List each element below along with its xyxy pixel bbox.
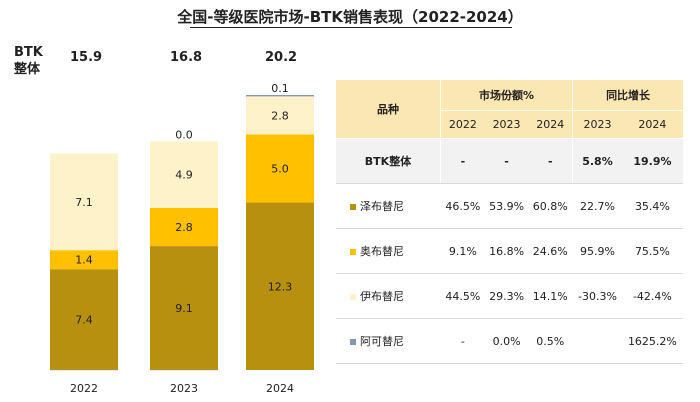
header-yoy-growth: 同比增长	[572, 79, 683, 111]
table-cell: -30.3%	[572, 273, 622, 319]
total-2023: 16.8	[170, 50, 203, 65]
table-cell	[572, 318, 622, 364]
x-tick-label: 2023	[170, 382, 198, 395]
header-year: 2024	[621, 110, 683, 139]
row-name: 阿可替尼	[360, 335, 404, 348]
table-cell: -	[439, 138, 485, 184]
bar-segment	[246, 96, 314, 135]
bar-data-label: 1.4	[75, 254, 93, 267]
bar-data-label: 4.9	[175, 169, 193, 182]
legend-swatch	[350, 294, 356, 300]
header-year: 2024	[528, 110, 573, 139]
btk-total-label-text: BTK 整体	[14, 45, 43, 77]
table-cell: 44.5%	[439, 273, 485, 319]
legend-swatch	[350, 249, 356, 255]
row-name-cell: 阿可替尼	[336, 318, 441, 364]
stacked-bar-chart: 7.4 1.4 7.1 2022 9.1 2.8 4.9 0.0 2023 12.3 5.0 2.8 0…	[50, 82, 314, 395]
bar-data-label: 5.0	[271, 163, 289, 176]
bar-segment	[150, 246, 218, 370]
table-cell: 46.5%	[439, 183, 485, 229]
bar-segment	[150, 207, 218, 247]
bar-data-label: 0.0	[175, 128, 193, 141]
total-2022: 15.9	[70, 50, 103, 65]
bar-segment	[50, 153, 118, 251]
chart-title: 全国-等级医院市场-BTK销售表现（2022-2024）	[177, 8, 523, 26]
title-underline	[190, 27, 512, 28]
table-cell: 75.5%	[621, 228, 683, 274]
table-cell: 22.7%	[572, 183, 622, 229]
legend-swatch	[350, 204, 356, 210]
bar-segment	[246, 134, 314, 203]
table-cell: 9.1%	[439, 228, 485, 274]
table-cell: 14.1%	[528, 273, 573, 319]
x-tick-label: 2024	[266, 382, 294, 395]
table-cell: 29.3%	[484, 273, 529, 319]
row-name: BTK整体	[364, 155, 412, 168]
table-cell: 60.8%	[528, 183, 573, 229]
total-2024: 20.2	[265, 50, 298, 65]
row-name-cell: 泽布替尼	[336, 183, 441, 229]
row-name: 奥布替尼	[360, 245, 404, 258]
row-name: 泽布替尼	[360, 200, 404, 213]
bar-data-label: 2.8	[175, 221, 193, 234]
bar-data-label: 7.4	[75, 314, 93, 327]
header-year: 2023	[484, 110, 529, 139]
table-row: 伊布替尼 44.5% 29.3% 14.1% -30.3% -42.4%	[336, 273, 683, 319]
bar-segment	[50, 250, 118, 270]
table-cell: -	[484, 138, 529, 184]
table-header-row-1: 品种 市场份额% 同比增长	[336, 79, 683, 139]
row-name-cell: 伊布替尼	[336, 273, 441, 319]
bar-data-label: 0.1	[271, 82, 289, 95]
bar-data-label: 9.1	[175, 302, 193, 315]
table-cell: 19.9%	[621, 138, 683, 184]
table-row: 阿可替尼 -0.0% 0.5% 1625.2%	[336, 318, 683, 364]
table-cell: 5.8%	[572, 138, 622, 184]
table-header-row-2: 2022 2023 2024 2023 2024	[336, 110, 683, 139]
table-cell: 0.5%	[528, 318, 573, 364]
table-row: BTK整体 - - -5.8% 19.9%	[336, 138, 683, 184]
row-name-cell: BTK整体	[336, 138, 441, 184]
row-name-cell: 奥布替尼	[336, 228, 441, 274]
table-row: 奥布替尼 9.1% 16.8% 24.6% 95.9% 75.5%	[336, 228, 683, 274]
bar-data-label: 12.3	[268, 280, 293, 293]
legend-swatch	[350, 339, 356, 345]
table-cell: 35.4%	[621, 183, 683, 229]
table-cell: -42.4%	[621, 273, 683, 319]
table-row: 泽布替尼 46.5% 53.9% 60.8% 22.7% 35.4%	[336, 183, 683, 229]
table-cell: 0.0%	[484, 318, 529, 364]
btk-share-table: 品种 市场份额% 同比增长 2022 2023 2024 2023 2024 B…	[336, 79, 683, 364]
bar-data-label: 2.8	[271, 109, 289, 122]
table-cell: 24.6%	[528, 228, 573, 274]
bar-segment	[50, 269, 118, 370]
bar-segment	[150, 141, 218, 208]
table-cell: 1625.2%	[621, 318, 683, 364]
header-variety: 品种	[336, 79, 441, 139]
header-market-share: 市场份额%	[439, 79, 573, 111]
bar-data-label: 7.1	[75, 196, 93, 209]
table-cell: 16.8%	[484, 228, 529, 274]
table-cell: -	[528, 138, 573, 184]
table-cell: 95.9%	[572, 228, 622, 274]
table-cell: 53.9%	[484, 183, 529, 229]
table-cell: -	[439, 318, 485, 364]
row-name: 伊布替尼	[360, 290, 404, 303]
header-year: 2022	[439, 110, 485, 139]
header-year: 2023	[572, 110, 622, 139]
bar-segment	[246, 95, 314, 97]
btk-total-label: BTK 整体	[14, 44, 43, 78]
bar-segment	[246, 202, 314, 370]
x-tick-label: 2022	[70, 382, 98, 395]
